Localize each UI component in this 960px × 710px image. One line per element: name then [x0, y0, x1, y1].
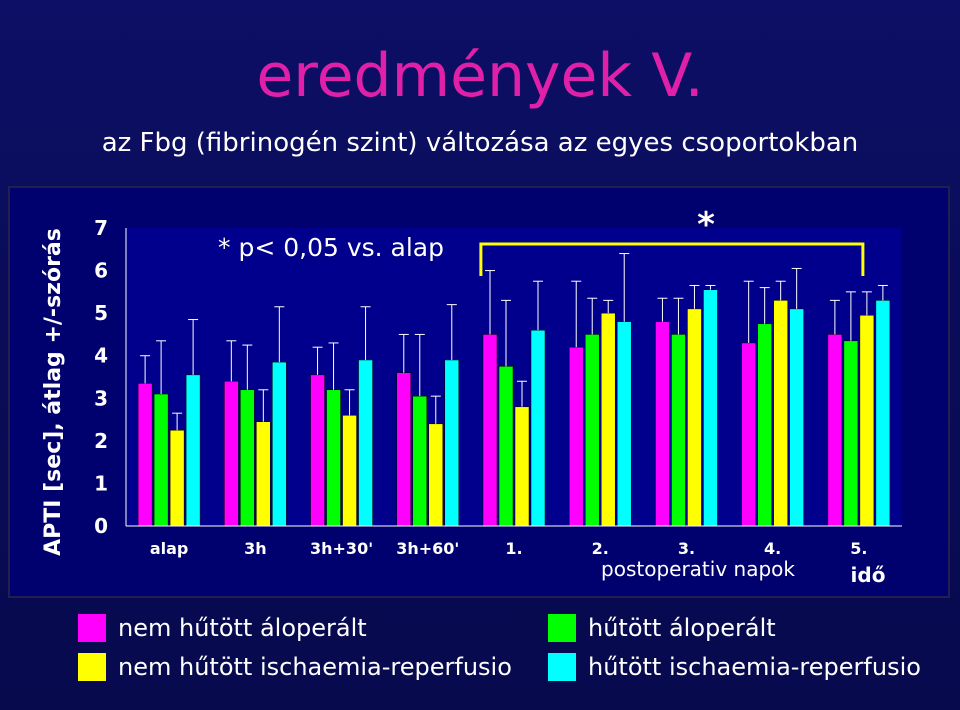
bar	[827, 334, 843, 527]
bar	[256, 421, 271, 527]
slide-title: eredmények V.	[256, 41, 704, 111]
bar	[773, 300, 788, 527]
y-tick-label: 4	[94, 344, 108, 368]
bar	[671, 334, 686, 527]
bar	[875, 300, 891, 527]
bar	[568, 346, 584, 527]
legend-swatch	[78, 653, 106, 681]
x-tick-label: 3.	[678, 539, 695, 558]
x-tick-label: 3h	[244, 539, 267, 558]
significance-bracket	[479, 242, 865, 276]
bar	[240, 389, 255, 527]
y-tick-label: 6	[94, 259, 108, 283]
y-tick-label: 5	[94, 301, 108, 325]
x-tick-labels: alap 3h 3h+30' 3h+60' 1. 2. 3. 4. 5.	[150, 539, 868, 558]
legend-label: hűtött ischaemia-reperfusio	[588, 653, 921, 681]
bar	[396, 372, 412, 527]
bar	[687, 308, 702, 527]
y-tick-label: 2	[94, 429, 108, 453]
x-tick-label: 3h+30'	[310, 539, 373, 558]
y-tick-label: 0	[94, 514, 108, 538]
bar	[703, 289, 718, 527]
y-tick-label: 7	[94, 216, 108, 240]
bar	[530, 329, 546, 527]
legend-label: hűtött áloperált	[588, 614, 776, 642]
bar	[358, 359, 373, 527]
bar	[741, 342, 756, 527]
y-axis-label: APTI [sec], átlag +/-szórás	[41, 228, 66, 556]
bar	[224, 381, 239, 527]
bar	[326, 389, 341, 527]
bar	[169, 429, 185, 527]
bar	[514, 406, 530, 527]
legend-item-3: nem hűtött ischaemia-reperfusio	[78, 653, 512, 681]
bar	[412, 395, 428, 527]
x-tick-label: 1.	[505, 539, 522, 558]
x-axis-label: postoperativ napok	[601, 557, 795, 581]
y-tick-labels: 0 1 2 3 4 5 6 7	[94, 216, 108, 538]
legend-swatch	[78, 614, 106, 642]
legend-item-2: hűtött áloperált	[548, 614, 776, 642]
legend-item-1: nem hűtött áloperált	[78, 614, 367, 642]
x-tick-label: 5.	[850, 539, 867, 558]
bar	[137, 383, 153, 527]
bar	[616, 321, 632, 527]
x-tick-label: 3h+60'	[396, 539, 459, 558]
bar	[498, 366, 514, 527]
bar	[757, 323, 772, 527]
error-bars	[140, 253, 888, 431]
bar	[584, 334, 600, 527]
bar	[859, 315, 875, 527]
x-tick-label: 4.	[764, 539, 781, 558]
x-tick-label: 2.	[592, 539, 609, 558]
bar	[272, 361, 287, 527]
bracket-line	[479, 242, 865, 276]
bar	[153, 393, 169, 527]
bar	[310, 374, 325, 527]
legend-swatch	[548, 653, 576, 681]
plot-area	[126, 228, 902, 526]
slide-subtitle: az Fbg (fibrinogén szint) változása az e…	[101, 128, 859, 158]
bar	[444, 359, 460, 527]
bar	[185, 374, 201, 527]
legend-swatch	[548, 614, 576, 642]
legend-item-4: hűtött ischaemia-reperfusio	[548, 653, 921, 681]
bar	[428, 423, 444, 527]
significance-note: * p< 0,05 vs. alap	[218, 233, 444, 262]
x-tick-label: alap	[150, 539, 189, 558]
bar	[600, 312, 616, 527]
bar	[342, 415, 357, 527]
y-tick-label: 1	[94, 471, 108, 495]
bar	[789, 308, 804, 527]
bar	[843, 340, 859, 527]
bar	[482, 334, 498, 527]
legend-label: nem hűtött áloperált	[118, 614, 367, 642]
legend-label: nem hűtött ischaemia-reperfusio	[118, 653, 512, 681]
y-tick-label: 3	[94, 386, 108, 410]
x-corner-label: idő	[851, 563, 886, 587]
bars	[137, 289, 891, 527]
bar	[655, 321, 670, 527]
significance-star: *	[697, 205, 715, 245]
